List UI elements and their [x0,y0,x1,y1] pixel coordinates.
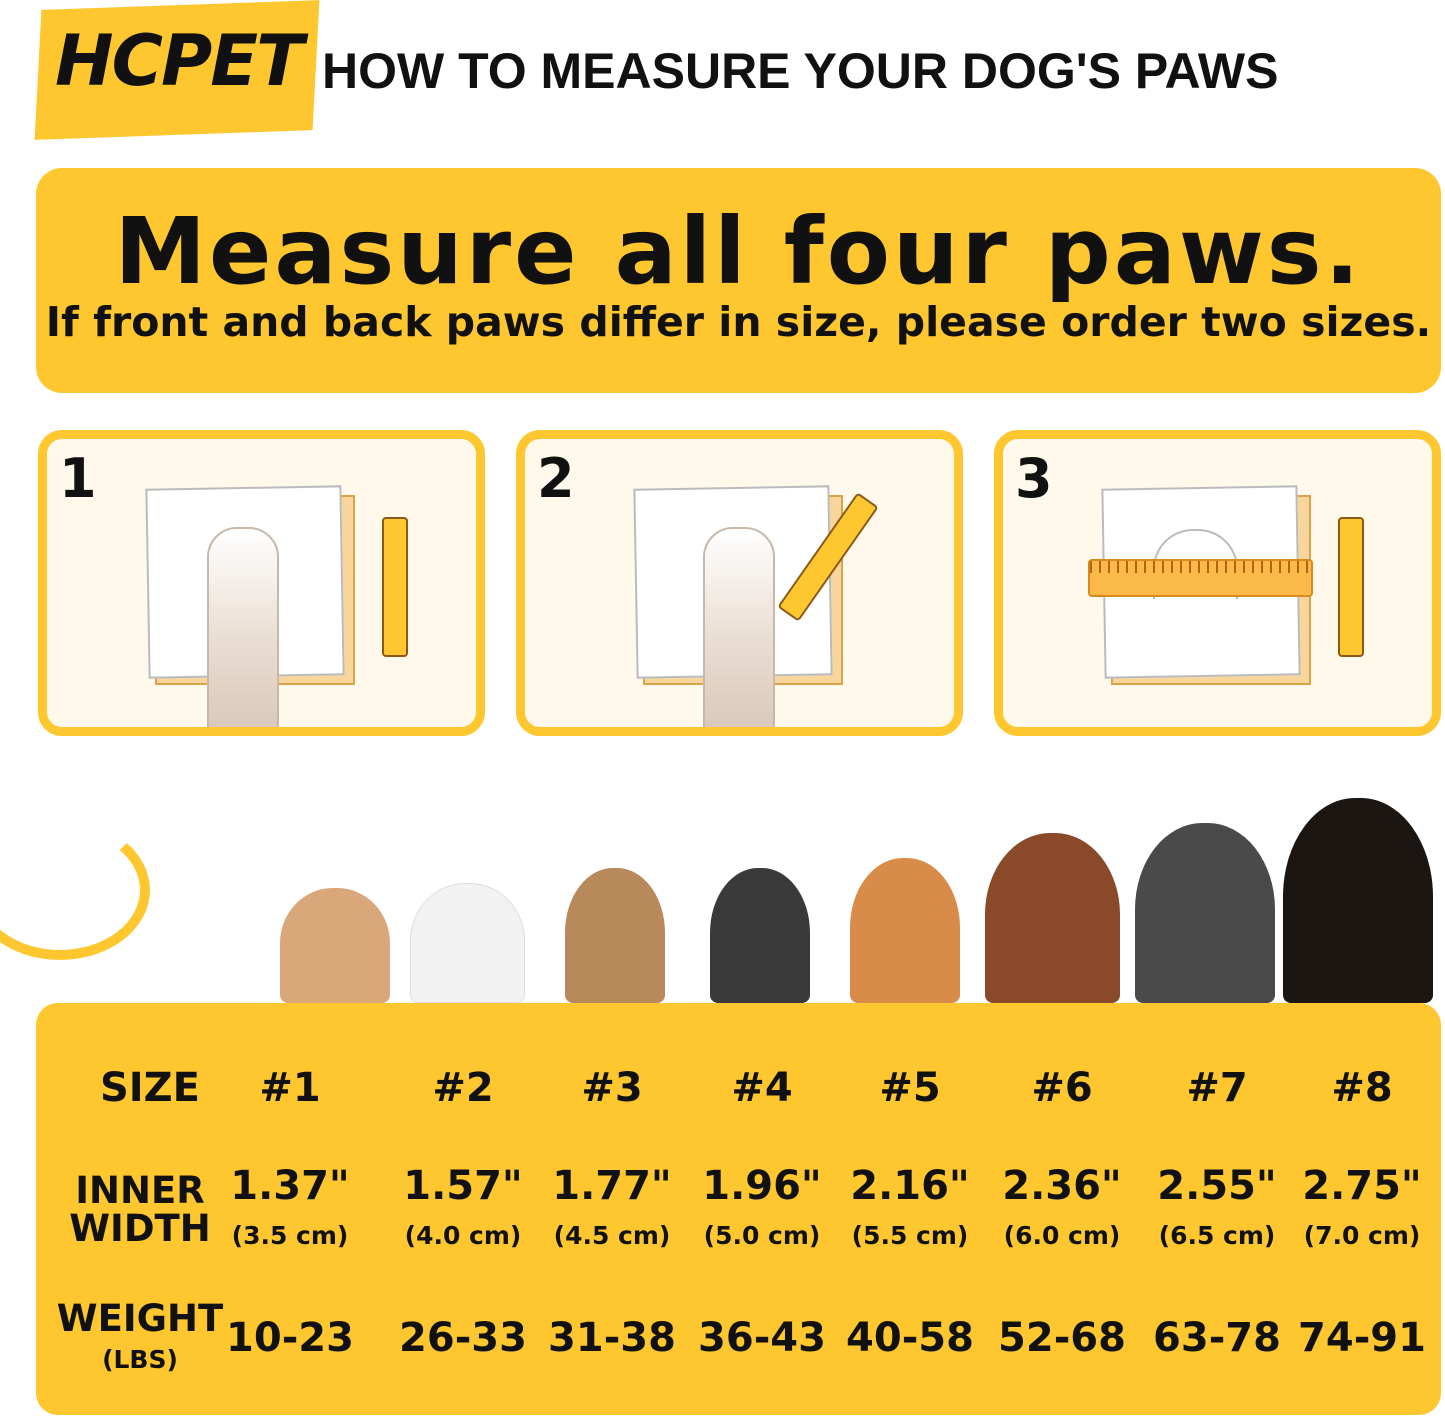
inner-width-cm: (4.0 cm) [404,1221,522,1250]
inner-width-inches: 1.57" [403,1163,523,1209]
weight-range: 74-91 [1298,1315,1426,1361]
size-value: #8 [1331,1065,1393,1111]
dog-chihuahua-image [280,888,390,1003]
weight-range: 63-78 [1153,1315,1281,1361]
width-row-label-2: WIDTH [69,1207,211,1250]
inner-width-inches: 2.36" [1002,1163,1122,1209]
inner-width-inches: 1.96" [702,1163,822,1209]
dog-paw-illustration [207,527,279,727]
subline: If front and back paws differ in size, p… [45,298,1432,346]
dog-bichon-image [410,883,525,1003]
inner-width-cm: (3.5 cm) [231,1221,349,1250]
weight-row-label-1: WEIGHT [56,1297,224,1340]
weight-range: 36-43 [698,1315,826,1361]
headline: Measure all four paws. [114,198,1363,305]
weight-range: 40-58 [846,1315,974,1361]
page-title: HOW TO MEASURE YOUR DOG'S PAWS [322,43,1279,99]
inner-width-inches: 2.16" [850,1163,970,1209]
step-panel-3: 3 [994,430,1441,736]
size-value: #3 [581,1065,643,1111]
pencil-icon [382,517,408,657]
inner-width-cm: (5.0 cm) [703,1221,821,1250]
decorative-swoosh [0,820,150,960]
size-chart-table: SIZE INNER WIDTH WEIGHT (LBS) #1 1.37" (3.… [36,1003,1441,1415]
step-panel-1: 1 [38,430,485,736]
inner-width-inches: 1.77" [552,1163,672,1209]
inner-width-inches: 2.75" [1302,1163,1422,1209]
step-panel-2: 2 [516,430,963,736]
width-row-label-1: INNER [75,1169,205,1212]
inner-width-inches: 2.55" [1157,1163,1277,1209]
pencil-icon [1338,517,1364,657]
instruction-banner: Measure all four paws. If front and back… [36,168,1441,393]
dog-shiba-image [850,858,960,1003]
size-value: #4 [731,1065,793,1111]
inner-width-cm: (6.5 cm) [1158,1221,1276,1250]
inner-width-cm: (4.5 cm) [553,1221,671,1250]
step-number: 3 [1015,447,1053,510]
inner-width-cm: (6.0 cm) [1003,1221,1121,1250]
size-value: #1 [259,1065,321,1111]
dog-schnauzer-image [710,868,810,1003]
dog-paw-illustration [703,527,775,727]
ruler-icon [1088,559,1313,597]
step-number: 2 [537,447,575,510]
dog-yorkie-image [565,868,665,1003]
brand-logo: HCPET [55,20,304,102]
weight-range: 52-68 [998,1315,1126,1361]
weight-range: 31-38 [548,1315,676,1361]
weight-row-label-2: (LBS) [102,1345,178,1374]
size-value: #7 [1186,1065,1248,1111]
inner-width-inches: 1.37" [230,1163,350,1209]
dog-husky-image [1135,823,1275,1003]
step-number: 1 [59,447,97,510]
weight-range: 26-33 [399,1315,527,1361]
size-value: #5 [879,1065,941,1111]
size-value: #6 [1031,1065,1093,1111]
inner-width-cm: (5.5 cm) [851,1221,969,1250]
size-value: #2 [432,1065,494,1111]
weight-range: 10-23 [226,1315,354,1361]
size-row-label: SIZE [99,1065,201,1111]
inner-width-cm: (7.0 cm) [1303,1221,1421,1250]
dog-rottweiler-image [1283,798,1433,1003]
dog-australian-shepherd-image [985,833,1120,1003]
